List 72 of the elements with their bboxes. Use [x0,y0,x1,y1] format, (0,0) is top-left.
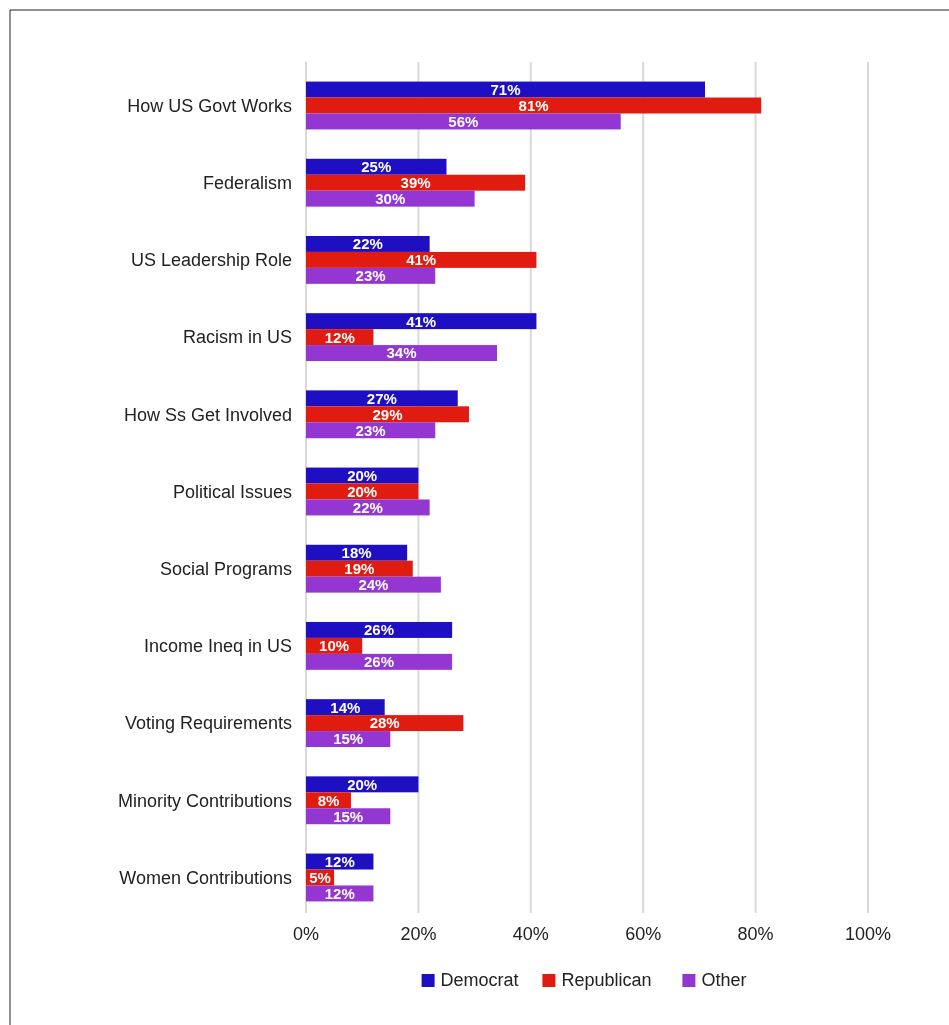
bar [306,715,464,732]
data-label: 15% [333,730,364,748]
data-label: 24% [358,576,389,594]
data-label: 41% [406,312,437,330]
bar [306,158,447,175]
bar [306,345,498,362]
bar [306,267,436,284]
data-label: 41% [406,251,437,269]
data-label: 19% [344,560,375,578]
legend-label: Democrat [440,970,519,991]
y-tick-label: Income Ineq in US [143,636,292,657]
y-tick-label: Political Issues [172,481,292,502]
data-label: 26% [364,621,395,639]
x-tick-label: 100% [844,924,892,944]
data-label: 15% [333,807,364,825]
x-tick-label: 0% [292,924,320,944]
data-label: 71% [490,80,521,98]
data-label: 28% [369,714,400,732]
data-label: 18% [341,544,372,562]
y-tick-label: Racism in US [182,327,292,348]
bar [306,621,453,638]
data-label: 22% [352,235,383,253]
data-label: 5% [309,868,331,886]
data-label: 81% [518,96,549,114]
bar [306,81,706,98]
legend-label: Other [701,970,747,991]
y-tick-label: How Ss Get Involved [123,404,292,425]
bar [306,113,621,130]
data-label: 26% [364,653,395,671]
y-tick-label: Federalism [202,173,292,194]
bar [306,235,430,252]
data-label: 12% [324,328,355,346]
bar [306,406,469,423]
bar [306,174,526,191]
bar [306,390,458,407]
bar [306,313,537,330]
data-label: 20% [347,775,378,793]
bar [306,97,762,114]
data-label: 22% [352,498,383,516]
bar [306,190,475,207]
data-label: 23% [355,267,386,285]
data-label: 20% [347,466,378,484]
y-tick-label: US Leadership Role [130,250,292,271]
bar [306,576,441,593]
data-label: 12% [324,884,355,902]
bar [306,653,453,670]
data-label: 30% [375,190,406,208]
bar [306,422,436,439]
data-label: 20% [347,482,378,500]
data-label: 12% [324,852,355,870]
data-label: 34% [386,344,417,362]
data-label: 25% [361,158,392,176]
data-label: 29% [372,405,403,423]
x-tick-label: 80% [737,924,774,944]
data-label: 39% [400,174,431,192]
data-label: 8% [317,791,340,809]
data-label: 27% [366,389,397,407]
bar [306,251,537,268]
y-tick-label: Social Programs [159,559,292,579]
x-tick-label: 20% [400,924,437,944]
x-tick-label: 40% [512,924,549,944]
data-label: 23% [355,421,386,439]
y-tick-label: Women Contributions [119,867,292,888]
bar [306,499,430,516]
y-tick-label: Minority Contributions [117,790,292,811]
x-tick-label: 60% [625,924,662,944]
data-label: 10% [319,637,350,655]
data-label: 56% [448,112,479,130]
y-tick-label: Voting Requirements [124,713,292,734]
legend-label: Republican [561,970,652,991]
data-label: 14% [330,698,361,716]
y-tick-label: How US Govt Works [127,95,292,116]
